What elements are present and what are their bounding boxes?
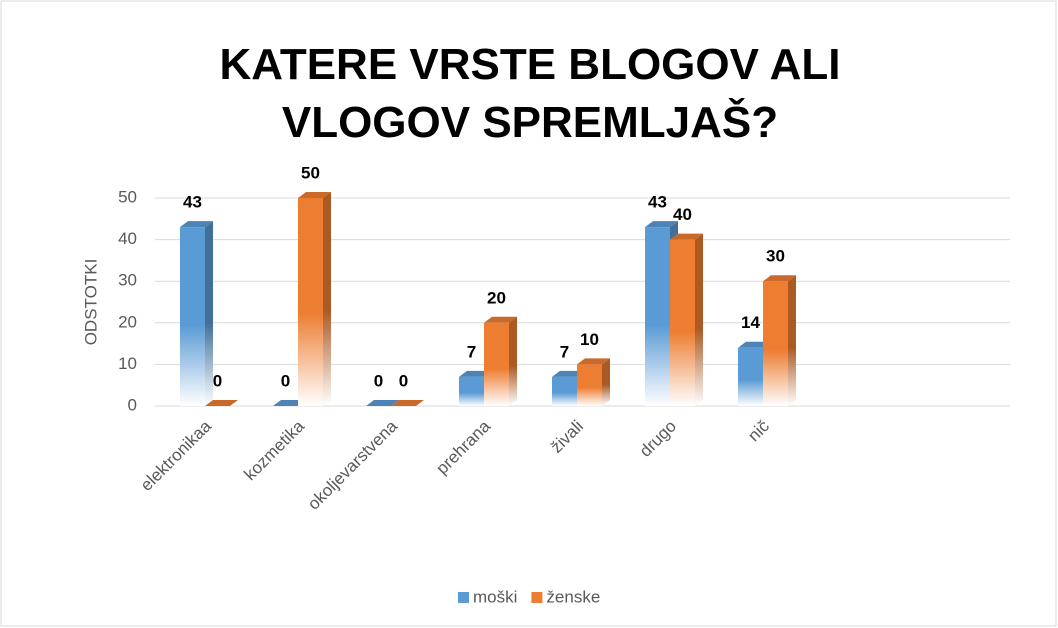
value-label: 20: [487, 288, 506, 307]
bar-side: [695, 233, 703, 406]
y-tick-label: 50: [118, 187, 137, 206]
bar-front: [552, 376, 577, 406]
bar-top: [738, 341, 771, 348]
bar-top: [645, 221, 678, 228]
value-label: 0: [399, 371, 408, 390]
bar-front: [298, 198, 323, 406]
y-tick-label: 40: [118, 229, 137, 248]
bar-top: [298, 192, 331, 198]
legend-swatch: [458, 592, 469, 603]
value-label: 0: [213, 371, 222, 390]
value-label: 10: [580, 330, 599, 349]
bar-top: [552, 370, 585, 377]
bar: [670, 233, 703, 406]
chart-title: KATERE VRSTE BLOGOV ALI VLOGOV SPREMLJAŠ…: [219, 40, 841, 147]
bar-top: [180, 221, 213, 228]
bar-top: [763, 275, 796, 282]
bar: [577, 358, 610, 406]
value-label: 40: [673, 205, 692, 224]
bar-top: [366, 400, 399, 406]
bar-front: [459, 376, 484, 406]
value-label: 50: [301, 163, 320, 182]
legend-swatch: [531, 592, 543, 603]
value-label: 14: [741, 313, 760, 332]
bar-side: [602, 358, 610, 406]
bar-top: [273, 400, 306, 406]
bar-side: [509, 316, 517, 406]
bar: [205, 400, 238, 406]
y-tick-label: 30: [118, 271, 137, 290]
bar-front: [577, 364, 602, 406]
bar-top: [459, 370, 492, 377]
y-tick-label: 20: [118, 312, 137, 331]
bar-side: [788, 275, 796, 406]
bar: [298, 192, 331, 406]
bar: [273, 400, 306, 406]
bar: [484, 316, 517, 406]
bar-front: [763, 281, 788, 406]
bar-top: [670, 233, 703, 240]
legend-label: ženske: [546, 587, 600, 606]
value-label: 0: [374, 371, 383, 390]
bar-side: [323, 192, 331, 406]
bar-front: [645, 227, 670, 406]
bar-front: [670, 239, 695, 406]
bar-top: [205, 400, 238, 406]
value-label: 43: [183, 193, 202, 212]
value-label: 7: [560, 342, 569, 361]
value-label: 43: [648, 193, 667, 212]
bar-side: [205, 221, 213, 406]
bar-front: [738, 347, 763, 406]
y-tick-label: 10: [118, 354, 137, 373]
value-label: 7: [467, 342, 476, 361]
bar: [180, 221, 213, 406]
legend-label: moški: [473, 587, 517, 606]
bar: [366, 400, 399, 406]
bar: [391, 400, 424, 406]
value-label: 30: [766, 247, 785, 266]
value-label: 0: [281, 371, 290, 390]
bar-top: [577, 358, 610, 365]
bar-front: [180, 227, 205, 406]
y-tick-label: 0: [128, 395, 137, 414]
bar: [763, 275, 796, 406]
bar-top: [484, 316, 517, 323]
bar-front: [484, 322, 509, 406]
y-axis-label: ODSTOTKI: [81, 259, 100, 346]
bar-top: [391, 400, 424, 406]
